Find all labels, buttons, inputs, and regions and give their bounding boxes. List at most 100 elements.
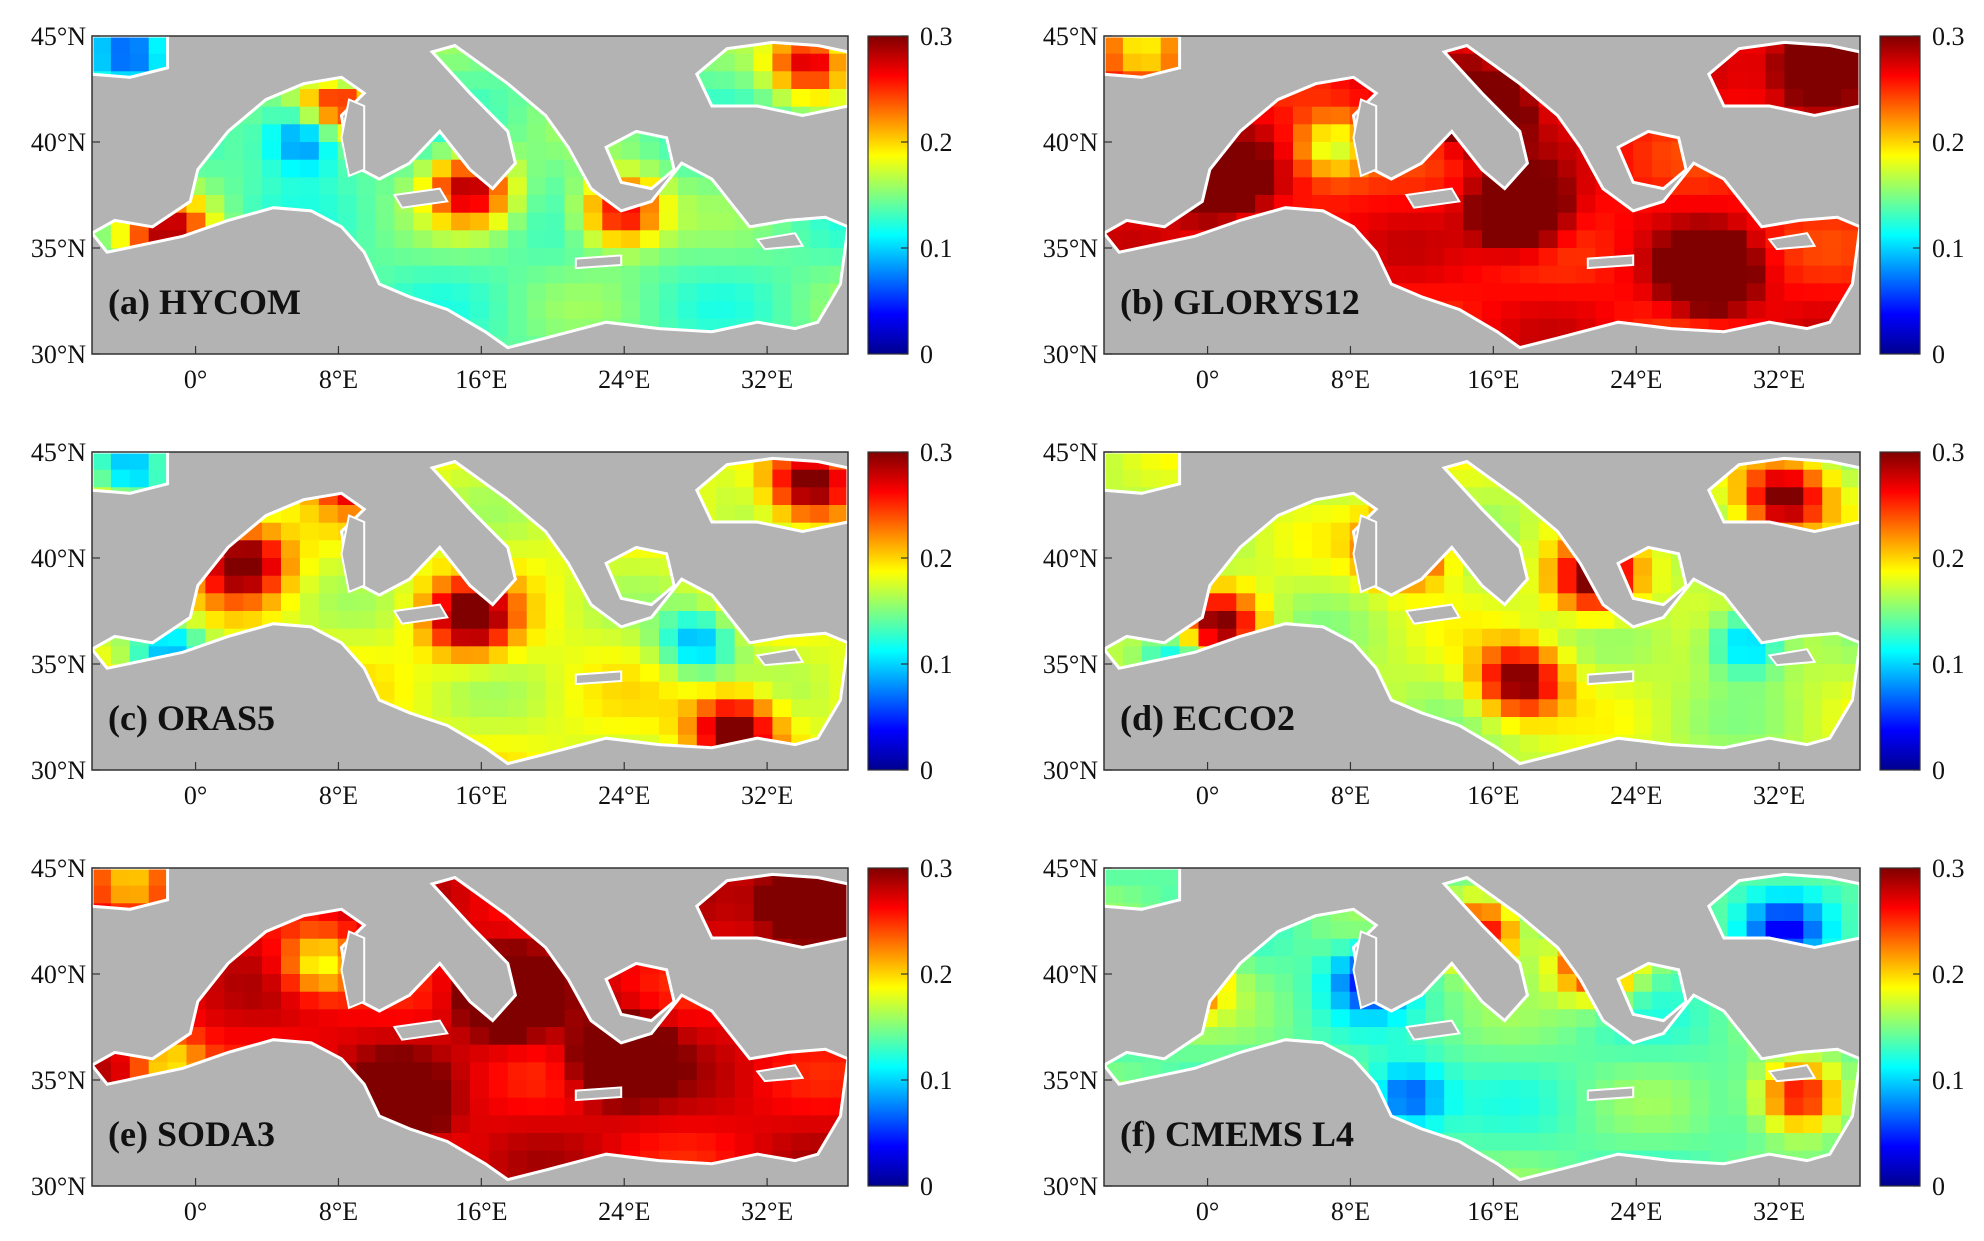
sea-cell: [1425, 1062, 1445, 1081]
sea-cell: [356, 611, 377, 630]
island: [1767, 232, 1817, 251]
sea-cell: [545, 681, 566, 700]
sea-cell: [1803, 681, 1823, 700]
sea-cell: [621, 699, 641, 718]
sea-cell: [451, 885, 471, 904]
sea-cell: [545, 142, 566, 161]
sea-cell: [1689, 1133, 1710, 1152]
sea-cell: [375, 664, 395, 683]
sea-cell: [262, 142, 282, 161]
sea-cell: [1500, 681, 1521, 700]
sea-cell: [715, 628, 736, 647]
sea-cell: [1595, 699, 1615, 718]
sea-cell: [1784, 89, 1804, 108]
sea-cell: [507, 106, 528, 125]
colorbar-tick-label: 0.1: [920, 234, 953, 263]
sea-cell: [526, 646, 547, 665]
sea-cell: [1538, 734, 1559, 753]
sea-cell: [470, 1044, 490, 1063]
sea-cell: [753, 921, 773, 940]
sea-cell: [1482, 248, 1502, 267]
sea-cell: [715, 1044, 736, 1063]
sea-cell: [1652, 681, 1672, 700]
sea-cell: [1557, 230, 1578, 249]
sea-cell: [413, 664, 433, 683]
sea-cell: [413, 1080, 433, 1099]
sea-cell: [451, 469, 471, 488]
sea-cell: [1822, 265, 1842, 284]
sea-cell: [1519, 195, 1540, 214]
sea-cell: [224, 575, 244, 594]
sea-cell: [526, 1044, 547, 1063]
sea-cell: [1633, 1097, 1653, 1116]
sea-cell: [791, 53, 811, 72]
sea-cell: [1576, 195, 1596, 214]
sea-cell: [299, 124, 320, 143]
sea-cell: [1236, 974, 1256, 993]
sea-cell: [1633, 265, 1653, 284]
sea-cell: [356, 1009, 377, 1028]
sea-cell: [110, 885, 131, 904]
sea-cell: [1519, 230, 1540, 249]
sea-cell: [1746, 1115, 1767, 1134]
colorbar-tick-label: 0: [920, 1172, 933, 1201]
sea-cell: [470, 301, 490, 320]
sea-cell: [1500, 1062, 1521, 1081]
sea-cell: [432, 664, 452, 683]
sea-cell: [734, 283, 755, 302]
sea-cell: [432, 212, 452, 231]
sea-cell: [470, 265, 490, 284]
sea-cell: [1822, 71, 1842, 90]
sea-cell: [1519, 522, 1540, 541]
sea-cell: [186, 1044, 206, 1063]
coastline: [1616, 961, 1688, 1023]
sea-cell: [640, 717, 660, 736]
sea-cell: [1803, 921, 1823, 940]
sea-cell: [451, 1097, 471, 1116]
sea-cell: [1179, 628, 1200, 647]
sea-cell: [753, 1115, 773, 1134]
sea-cell: [677, 699, 698, 718]
sea-cell: [696, 1097, 717, 1116]
sea-cell: [1444, 646, 1464, 665]
lat-tick-label: 45°N: [1043, 22, 1098, 51]
sea-cell: [507, 1044, 528, 1063]
sea-cell: [677, 301, 698, 320]
sea-cell: [772, 717, 792, 736]
sea-cell: [545, 1027, 566, 1046]
sea-cell: [205, 159, 225, 178]
sea-cell: [545, 248, 566, 267]
sea-cell: [1633, 717, 1653, 736]
sea-cell: [1217, 611, 1237, 630]
sea-cell: [110, 36, 131, 55]
sea-cell: [1765, 1080, 1785, 1099]
sea-cell: [1500, 717, 1521, 736]
sea-cell: [318, 938, 339, 957]
sea-cell: [1330, 974, 1351, 993]
sea-cell: [791, 283, 811, 302]
sea-cell: [734, 248, 755, 267]
sea-cell: [1671, 664, 1691, 683]
sea-cell: [1104, 469, 1124, 488]
sea-cell: [375, 1062, 395, 1081]
lon-tick-label: 24°E: [598, 365, 650, 394]
sea-cell: [394, 593, 414, 612]
sea-cell: [1141, 868, 1162, 887]
sea-cell: [1576, 1009, 1596, 1028]
sea-cell: [337, 177, 358, 196]
sea-cell: [1727, 89, 1748, 108]
sea-cell: [281, 124, 301, 143]
sea-cell: [1141, 469, 1162, 488]
sea-cell: [564, 1062, 584, 1081]
sea-cell: [318, 956, 339, 975]
sea-cell: [1727, 664, 1748, 683]
sea-cell: [1425, 699, 1445, 718]
sea-cell: [1595, 195, 1615, 214]
sea-cell: [1444, 991, 1464, 1010]
sea-cell: [1708, 283, 1729, 302]
sea-cell: [375, 646, 395, 665]
sea-cell: [1519, 1062, 1540, 1081]
sea-cell: [1822, 89, 1842, 108]
sea-cell: [659, 265, 679, 284]
